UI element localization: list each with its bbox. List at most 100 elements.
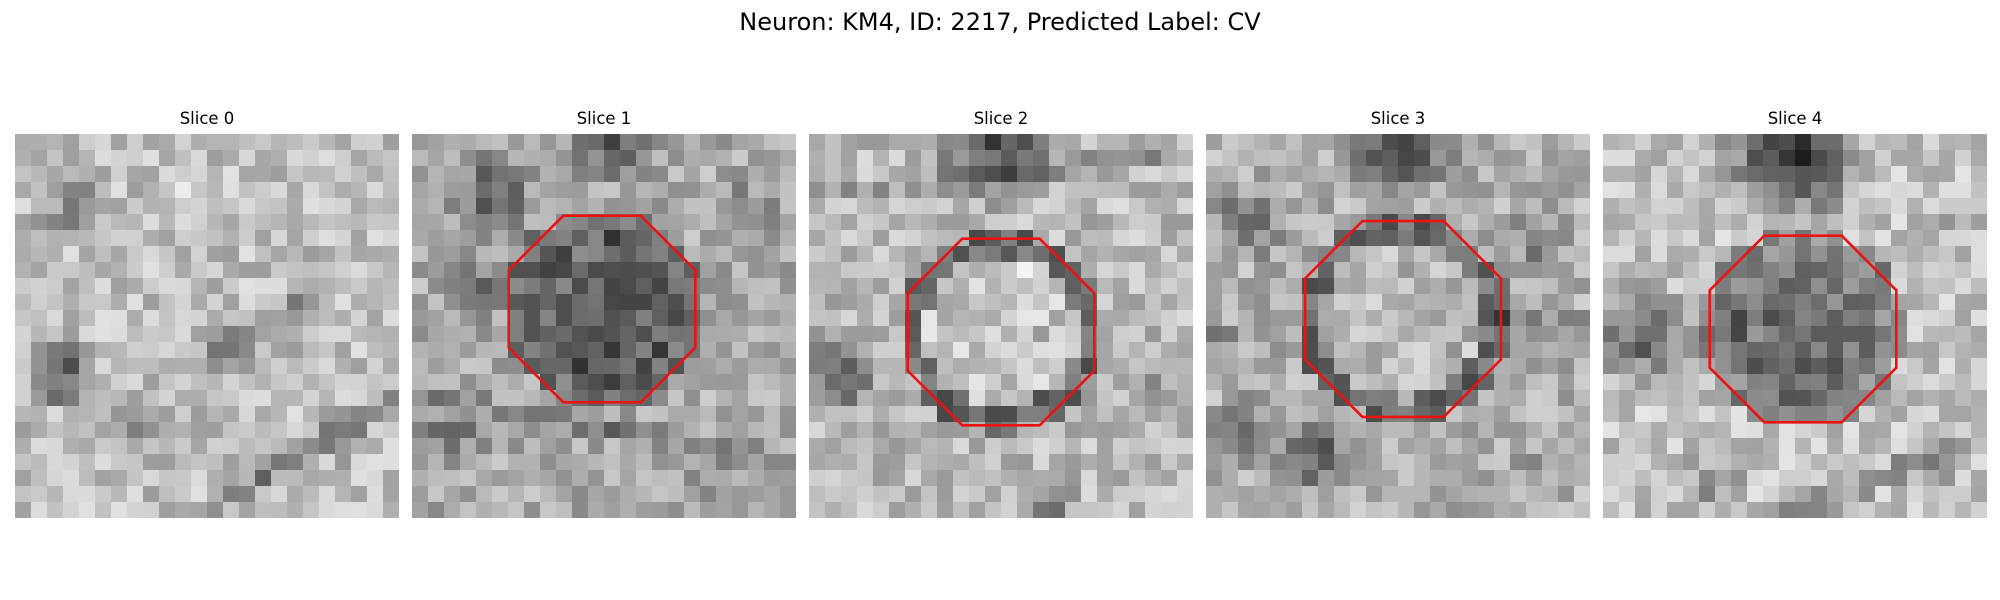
- slice-pixel: [1699, 198, 1716, 215]
- slice-pixel: [239, 310, 256, 327]
- slice-pixel: [668, 406, 685, 423]
- slice-pixel: [1113, 310, 1130, 327]
- slice-pixel: [652, 326, 669, 343]
- slice-pixel: [809, 326, 826, 343]
- slice-pixel: [492, 230, 509, 247]
- slice-pixel: [1795, 438, 1812, 455]
- slice-pixel: [732, 310, 749, 327]
- slice-pixel: [1542, 342, 1559, 359]
- slice-pixel: [668, 310, 685, 327]
- slice-pixel: [889, 502, 906, 518]
- slice-pixel: [287, 390, 304, 407]
- slice-pixel: [1065, 278, 1082, 295]
- slice-pixel: [1001, 294, 1018, 311]
- slice-pixel: [825, 182, 842, 199]
- slice-pixel: [175, 198, 192, 215]
- slice-pixel: [191, 182, 208, 199]
- slice-pixel: [668, 150, 685, 167]
- slice-pixel: [444, 390, 461, 407]
- slice-pixel: [873, 438, 890, 455]
- slice-pixel: [1206, 278, 1223, 295]
- slice-pixel: [748, 150, 765, 167]
- slice-pixel: [716, 422, 733, 439]
- slice-pixel: [351, 294, 368, 311]
- slice-pixel: [79, 246, 96, 263]
- slice-pixel: [412, 310, 429, 327]
- slice-pixel: [1923, 246, 1940, 263]
- slice-pixel: [1334, 438, 1351, 455]
- slice-pixel: [716, 406, 733, 423]
- slice-pixel: [732, 214, 749, 231]
- slice-pixel: [572, 502, 589, 518]
- slice-pixel: [1923, 342, 1940, 359]
- slice-pixel: [1430, 358, 1447, 375]
- slice-pixel: [1206, 166, 1223, 183]
- slice-pixel: [1097, 262, 1114, 279]
- slice-pixel: [319, 262, 336, 279]
- slice-pixel: [1843, 182, 1860, 199]
- slice-pixel: [1222, 454, 1239, 471]
- slice-pixel: [1302, 502, 1319, 518]
- slice-pixel: [1795, 134, 1812, 151]
- slice-pixel: [604, 390, 621, 407]
- slice-pixel: [1907, 150, 1924, 167]
- slice-pixel: [1113, 150, 1130, 167]
- slice-pixel: [873, 230, 890, 247]
- slice-pixel: [1731, 374, 1748, 391]
- slice-pixel: [335, 438, 352, 455]
- slice-pixel: [1366, 438, 1383, 455]
- slice-pixel: [143, 342, 160, 359]
- slice-pixel: [620, 246, 637, 263]
- slice-pixel: [1923, 438, 1940, 455]
- slice-pixel: [1619, 390, 1636, 407]
- slice-pixel: [1763, 134, 1780, 151]
- slice-pixel: [1811, 358, 1828, 375]
- slice-pixel: [1238, 166, 1255, 183]
- slice-pixel: [15, 422, 32, 439]
- slice-pixel: [1731, 406, 1748, 423]
- slice-pixel: [825, 486, 842, 503]
- slice-pixel: [351, 422, 368, 439]
- slice-pixel: [1318, 262, 1335, 279]
- slice-pixel: [287, 150, 304, 167]
- slice-pixel: [1334, 182, 1351, 199]
- slice-pixel: [668, 374, 685, 391]
- slice-pixel: [1779, 422, 1796, 439]
- slice-pixel: [383, 230, 399, 247]
- slice-pixel: [303, 150, 320, 167]
- slice-pixel: [841, 246, 858, 263]
- slice-pixel: [1747, 438, 1764, 455]
- slice-pixel: [1350, 150, 1367, 167]
- slice-pixel: [1446, 438, 1463, 455]
- slice-pixel: [1494, 310, 1511, 327]
- slice-pixel: [1635, 406, 1652, 423]
- slice-pixel: [1462, 406, 1479, 423]
- slice-pixel: [1763, 182, 1780, 199]
- slice-pixel: [1177, 294, 1193, 311]
- slice-pixel: [1542, 198, 1559, 215]
- slice-pixel: [1318, 294, 1335, 311]
- slice-pixel: [857, 246, 874, 263]
- slice-pixel: [1542, 214, 1559, 231]
- slice-pixel: [1238, 422, 1255, 439]
- slice-pixel: [1955, 342, 1972, 359]
- slice-pixel: [223, 422, 240, 439]
- slice-pixel: [1382, 310, 1399, 327]
- slice-pixel: [1001, 182, 1018, 199]
- slice-pixel: [841, 326, 858, 343]
- slice-pixel: [873, 198, 890, 215]
- slice-pixel: [1859, 422, 1876, 439]
- slice-pixel: [809, 230, 826, 247]
- slice-pixel: [1430, 438, 1447, 455]
- slice-pixel: [825, 342, 842, 359]
- slice-pixel: [351, 406, 368, 423]
- slice-pixel: [1017, 294, 1034, 311]
- slice-pixel: [1001, 262, 1018, 279]
- slice-pixel: [1206, 326, 1223, 343]
- slice-pixel: [1875, 454, 1892, 471]
- slice-pixel: [969, 150, 986, 167]
- slice-pixel: [524, 470, 541, 487]
- slice-pixel: [1414, 198, 1431, 215]
- slice-pixel: [460, 326, 477, 343]
- slice-pixel: [111, 374, 128, 391]
